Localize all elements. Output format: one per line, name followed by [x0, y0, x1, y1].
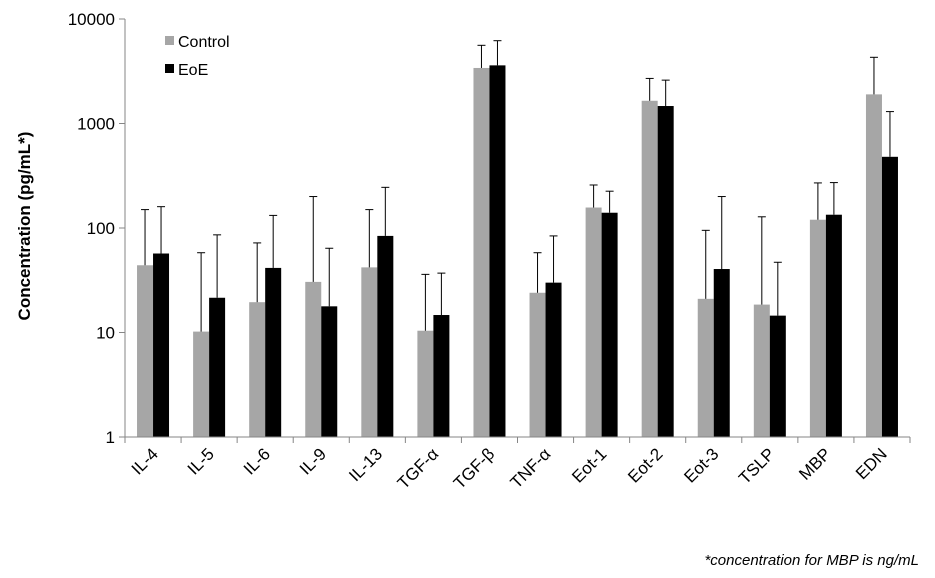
legend-swatch-eoe — [165, 64, 174, 73]
x-tick-label-il-6: IL-6 — [240, 444, 274, 478]
legend-swatch-control — [165, 36, 174, 45]
bar-eoe-tgf-α — [433, 315, 450, 437]
x-tick-label-tgf-β: TGF-β — [450, 444, 499, 493]
x-tick-label-il-4: IL-4 — [128, 444, 162, 478]
bar-control-eot-1 — [585, 207, 602, 437]
bar-eoe-mbp — [825, 214, 842, 437]
x-tick-label-tgf-α: TGF-α — [394, 444, 443, 493]
bar-control-eot-3 — [697, 298, 714, 437]
bar-control-edn — [865, 94, 882, 438]
bar-control-tgf-β — [473, 67, 490, 438]
x-tick-label-eot-2: Eot-2 — [624, 444, 666, 486]
bar-control-il-6 — [249, 302, 266, 437]
bar-eoe-tslp — [769, 315, 786, 437]
bar-eoe-tgf-β — [489, 65, 506, 437]
bar-control-eot-2 — [641, 100, 658, 438]
bar-eoe-eot-3 — [713, 269, 730, 437]
legend-label-eoe: EoE — [178, 62, 208, 79]
bar-eoe-il-6 — [265, 267, 282, 437]
bar-eoe-tnf-α — [545, 282, 562, 437]
x-tick-label-edn: EDN — [852, 444, 891, 483]
bar-control-tslp — [753, 304, 770, 437]
x-tick-label-eot-1: Eot-1 — [568, 444, 610, 486]
bar-control-il-4 — [137, 265, 154, 437]
bar-control-tgf-α — [417, 330, 434, 437]
x-tick-label-il-9: IL-9 — [296, 444, 330, 478]
y-tick-label: 100 — [87, 219, 115, 238]
y-tick-label: 10000 — [68, 10, 115, 29]
bar-control-il-5 — [193, 331, 210, 437]
bar-eoe-il-5 — [209, 297, 226, 437]
y-tick-label: 10 — [96, 324, 115, 343]
legend: Control EoE — [165, 34, 230, 79]
bar-eoe-il-9 — [321, 306, 338, 437]
y-tick-label: 1 — [106, 428, 115, 447]
bar-eoe-il-4 — [153, 253, 170, 437]
plot-area — [137, 40, 898, 438]
bar-eoe-eot-2 — [657, 106, 674, 438]
x-tick-label-il-5: IL-5 — [184, 444, 218, 478]
bar-control-il-9 — [305, 281, 322, 437]
bar-control-il-13 — [361, 267, 378, 437]
bar-eoe-eot-1 — [601, 212, 618, 437]
x-tick-label-il-13: IL-13 — [345, 444, 386, 485]
y-axis-title: Concentration (pg/mL*) — [15, 132, 34, 321]
bar-eoe-il-13 — [377, 235, 394, 437]
bar-control-mbp — [809, 219, 826, 437]
x-tick-label-tslp: TSLP — [735, 444, 779, 488]
footnote: *concentration for MBP is ng/mL — [704, 552, 919, 569]
x-tick-label-eot-3: Eot-3 — [680, 444, 722, 486]
x-tick-label-tnf-α: TNF-α — [507, 444, 555, 492]
bar-control-tnf-α — [529, 292, 546, 437]
y-tick-label: 1000 — [77, 115, 115, 134]
x-tick-label-mbp: MBP — [795, 444, 834, 483]
legend-label-control: Control — [178, 34, 230, 51]
bar-eoe-edn — [881, 156, 898, 437]
